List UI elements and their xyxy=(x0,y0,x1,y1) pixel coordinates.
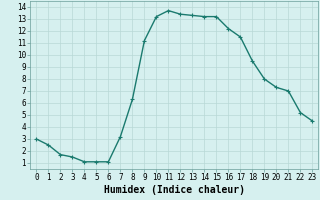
X-axis label: Humidex (Indice chaleur): Humidex (Indice chaleur) xyxy=(104,185,245,195)
